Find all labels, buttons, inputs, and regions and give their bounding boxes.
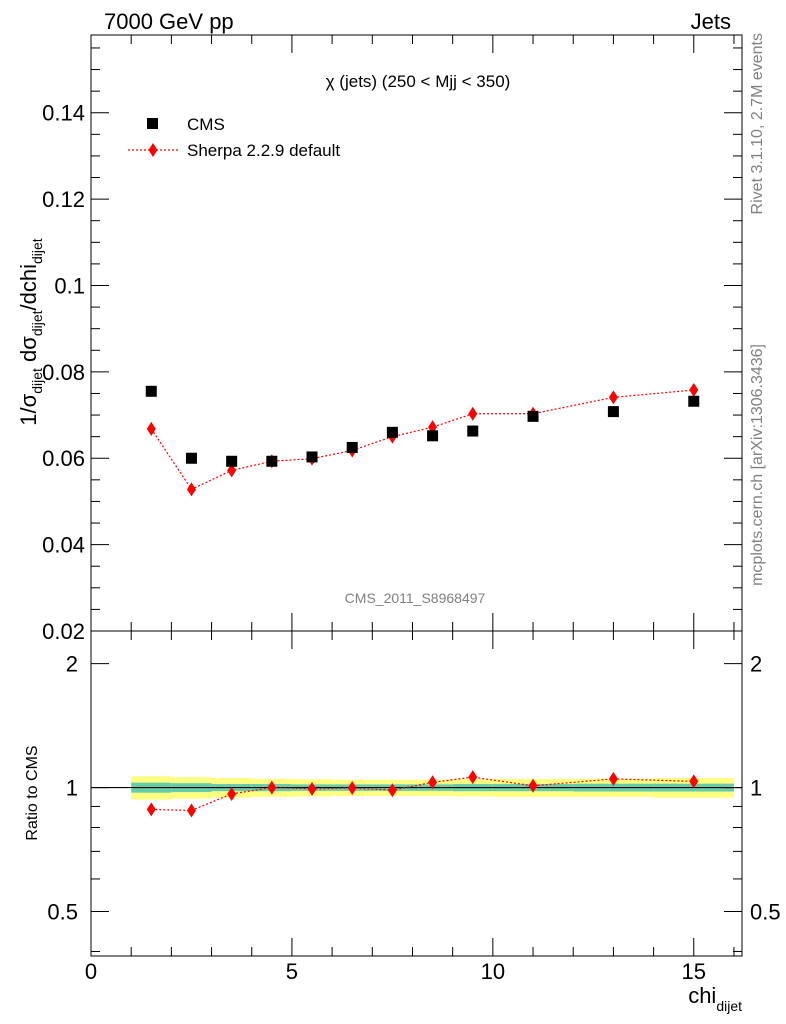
main-panel: 0.02 0.04 0.06 0.08 0.1 0.12 0.14 χ (jets) (25…	[16, 34, 743, 644]
legend-cms-marker	[147, 118, 158, 129]
ratio-series-line	[151, 776, 694, 812]
chart-title: χ (jets) (250 < Mjj < 350)	[326, 72, 511, 91]
header-left: 7000 GeV pp	[104, 9, 234, 34]
sherpa-point	[468, 406, 478, 421]
ratio-y-tick-label-right: 2	[750, 652, 762, 677]
ratio-frame	[90, 630, 743, 957]
sherpa-point	[227, 463, 237, 478]
svg-text:1/σdijet dσdijet/dchidijet: 1/σdijet dσdijet/dchidijet	[16, 238, 45, 426]
cms-point	[346, 441, 358, 453]
main-y-tick-labels: 0.02 0.04 0.06 0.08 0.1 0.12 0.14	[42, 101, 85, 644]
x-axis-label: chidijet	[688, 983, 742, 1014]
rivet-label: Rivet 3.1.10, 2.7M events	[749, 33, 766, 214]
ratio-y-axis-label: Ratio to CMS	[24, 745, 41, 840]
sherpa-line	[150, 389, 694, 491]
mcplots-label: mcplots.cern.ch [arXiv:1306.3436]	[749, 344, 766, 586]
ratio-point	[186, 803, 196, 818]
ratio-point	[528, 778, 538, 793]
x-tick-label: 5	[286, 959, 298, 984]
ratio-point	[307, 781, 317, 796]
ratio-y-ticks	[91, 663, 742, 952]
analysis-id: CMS_2011_S8968497	[345, 590, 486, 606]
main-y-axis-label: 1/σdijet dσdijet/dchidijet	[16, 238, 45, 426]
ratio-sherpa-line	[151, 776, 694, 812]
y-tick-label: 0.08	[42, 360, 85, 385]
cms-point	[467, 425, 479, 437]
legend-sherpa-label: Sherpa 2.2.9 default	[187, 141, 340, 160]
ratio-point	[468, 770, 478, 785]
ratio-point	[387, 783, 397, 798]
cms-point	[226, 455, 238, 467]
sherpa-point	[146, 421, 156, 436]
cms-point	[145, 385, 157, 397]
sherpa-points	[146, 383, 699, 497]
y-tick-label: 0.06	[42, 446, 85, 471]
y-tick-label: 0.14	[42, 101, 85, 126]
y-tick-label: 0.02	[42, 619, 85, 644]
sherpa-point	[186, 482, 196, 497]
x-tick-label: 10	[481, 959, 505, 984]
cms-point	[527, 410, 539, 422]
y-tick-label: 0.1	[54, 273, 85, 298]
legend-cms-label: CMS	[187, 115, 225, 134]
legend: CMS Sherpa 2.2.9 default	[128, 115, 340, 160]
y-tick-label: 0.12	[42, 187, 85, 212]
sherpa-point	[689, 383, 699, 398]
cms-point	[688, 395, 700, 407]
ratio-point	[428, 775, 438, 790]
ratio-point	[227, 786, 237, 801]
cms-point	[185, 452, 197, 464]
ratio-y-tick-label-left: 0.5	[47, 900, 78, 925]
sherpa-point	[608, 390, 618, 405]
svg-text:chidijet: chidijet	[688, 983, 742, 1014]
ratio-tick-labels: 0.5 0.5 1 1 2 2 0 5 10 15	[47, 652, 780, 984]
cms-point	[607, 406, 619, 418]
ratio-panel: 0.5 0.5 1 1 2 2 0 5 10 15 Ratio to CMS chidijet	[24, 630, 781, 1014]
header-right: Jets	[691, 9, 731, 34]
main-y-ticks	[91, 47, 742, 632]
ratio-y-tick-label-right: 1	[750, 776, 762, 801]
ratio-point	[347, 780, 357, 795]
x-tick-label: 15	[682, 959, 706, 984]
ratio-point	[267, 780, 277, 795]
ratio-point	[689, 774, 699, 789]
y-tick-label: 0.04	[42, 533, 85, 558]
ratio-y-tick-label-right: 0.5	[750, 900, 781, 925]
x-tick-label: 0	[85, 959, 97, 984]
cms-point	[427, 430, 439, 442]
ratio-point	[608, 771, 618, 786]
cms-point	[266, 455, 278, 467]
ratio-point	[146, 802, 156, 817]
sherpa-series-line	[150, 389, 694, 491]
legend-sherpa-marker	[148, 143, 158, 157]
cms-point	[386, 426, 398, 438]
ratio-sherpa-points	[146, 770, 699, 818]
ratio-y-tick-label-left: 2	[66, 652, 78, 677]
cms-point	[306, 451, 318, 463]
cms-points	[145, 385, 700, 467]
ratio-y-tick-label-left: 1	[66, 776, 78, 801]
